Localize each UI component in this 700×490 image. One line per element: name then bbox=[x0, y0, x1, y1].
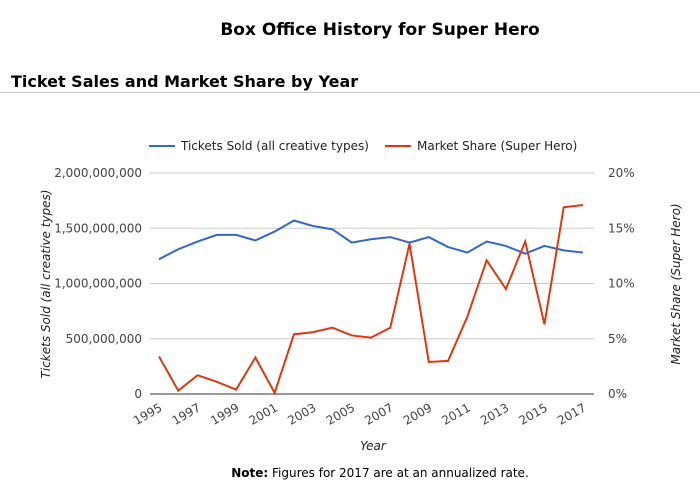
y-left-tick-label: 1,500,000,000 bbox=[54, 221, 142, 235]
x-tick-label: 2001 bbox=[247, 400, 280, 427]
y-left-tick-label: 0 bbox=[134, 387, 142, 401]
series-line-market-share bbox=[158, 204, 584, 396]
x-tick-label: 1997 bbox=[170, 400, 203, 427]
section-title: Ticket Sales and Market Share by Year bbox=[11, 72, 359, 91]
legend: Tickets Sold (all creative types) Market… bbox=[149, 139, 577, 153]
y-right-tick-label: 5% bbox=[608, 332, 627, 346]
x-tick-label: 2005 bbox=[324, 400, 357, 427]
x-tick-label: 2007 bbox=[362, 400, 395, 427]
x-tick-label: 1999 bbox=[208, 400, 241, 427]
legend-label-tickets: Tickets Sold (all creative types) bbox=[180, 139, 369, 153]
note-label: Note: bbox=[231, 466, 269, 480]
divider bbox=[0, 92, 700, 93]
y-right-tick-label: 20% bbox=[608, 166, 635, 180]
x-tick-label: 1995 bbox=[131, 400, 164, 427]
y-axis-left-title: Tickets Sold (all creative types) bbox=[39, 190, 53, 379]
y-left-tick-label: 1,000,000,000 bbox=[54, 277, 142, 291]
y-right-tick-label: 15% bbox=[608, 221, 635, 235]
page-title: Box Office History for Super Hero bbox=[220, 20, 540, 40]
legend-label-market-share: Market Share (Super Hero) bbox=[417, 139, 577, 153]
y-right-tick-label: 0% bbox=[608, 387, 627, 401]
y-left-tick-label: 500,000,000 bbox=[66, 332, 142, 346]
x-tick-label: 2011 bbox=[439, 400, 472, 427]
x-tick-label: 2003 bbox=[285, 400, 318, 427]
x-tick-label: 2013 bbox=[478, 400, 511, 427]
y-axis-right-title: Market Share (Super Hero) bbox=[669, 203, 683, 364]
note-text: Figures for 2017 are at an annualized ra… bbox=[268, 466, 529, 480]
y-left-tick-label: 2,000,000,000 bbox=[54, 166, 142, 180]
x-tick-label: 2017 bbox=[555, 400, 588, 427]
x-tick-label: 2009 bbox=[401, 400, 434, 427]
footnote: Note: Figures for 2017 are at an annuali… bbox=[0, 466, 700, 480]
x-axis-title: Year bbox=[360, 439, 387, 453]
y-right-tick-label: 10% bbox=[608, 277, 635, 291]
x-tick-label: 2015 bbox=[517, 400, 550, 427]
